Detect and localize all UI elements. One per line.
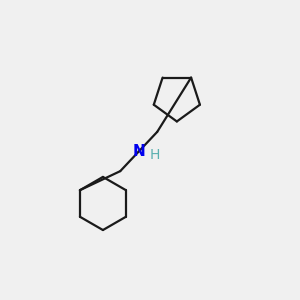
Text: N: N: [132, 144, 145, 159]
Text: H: H: [149, 148, 160, 162]
